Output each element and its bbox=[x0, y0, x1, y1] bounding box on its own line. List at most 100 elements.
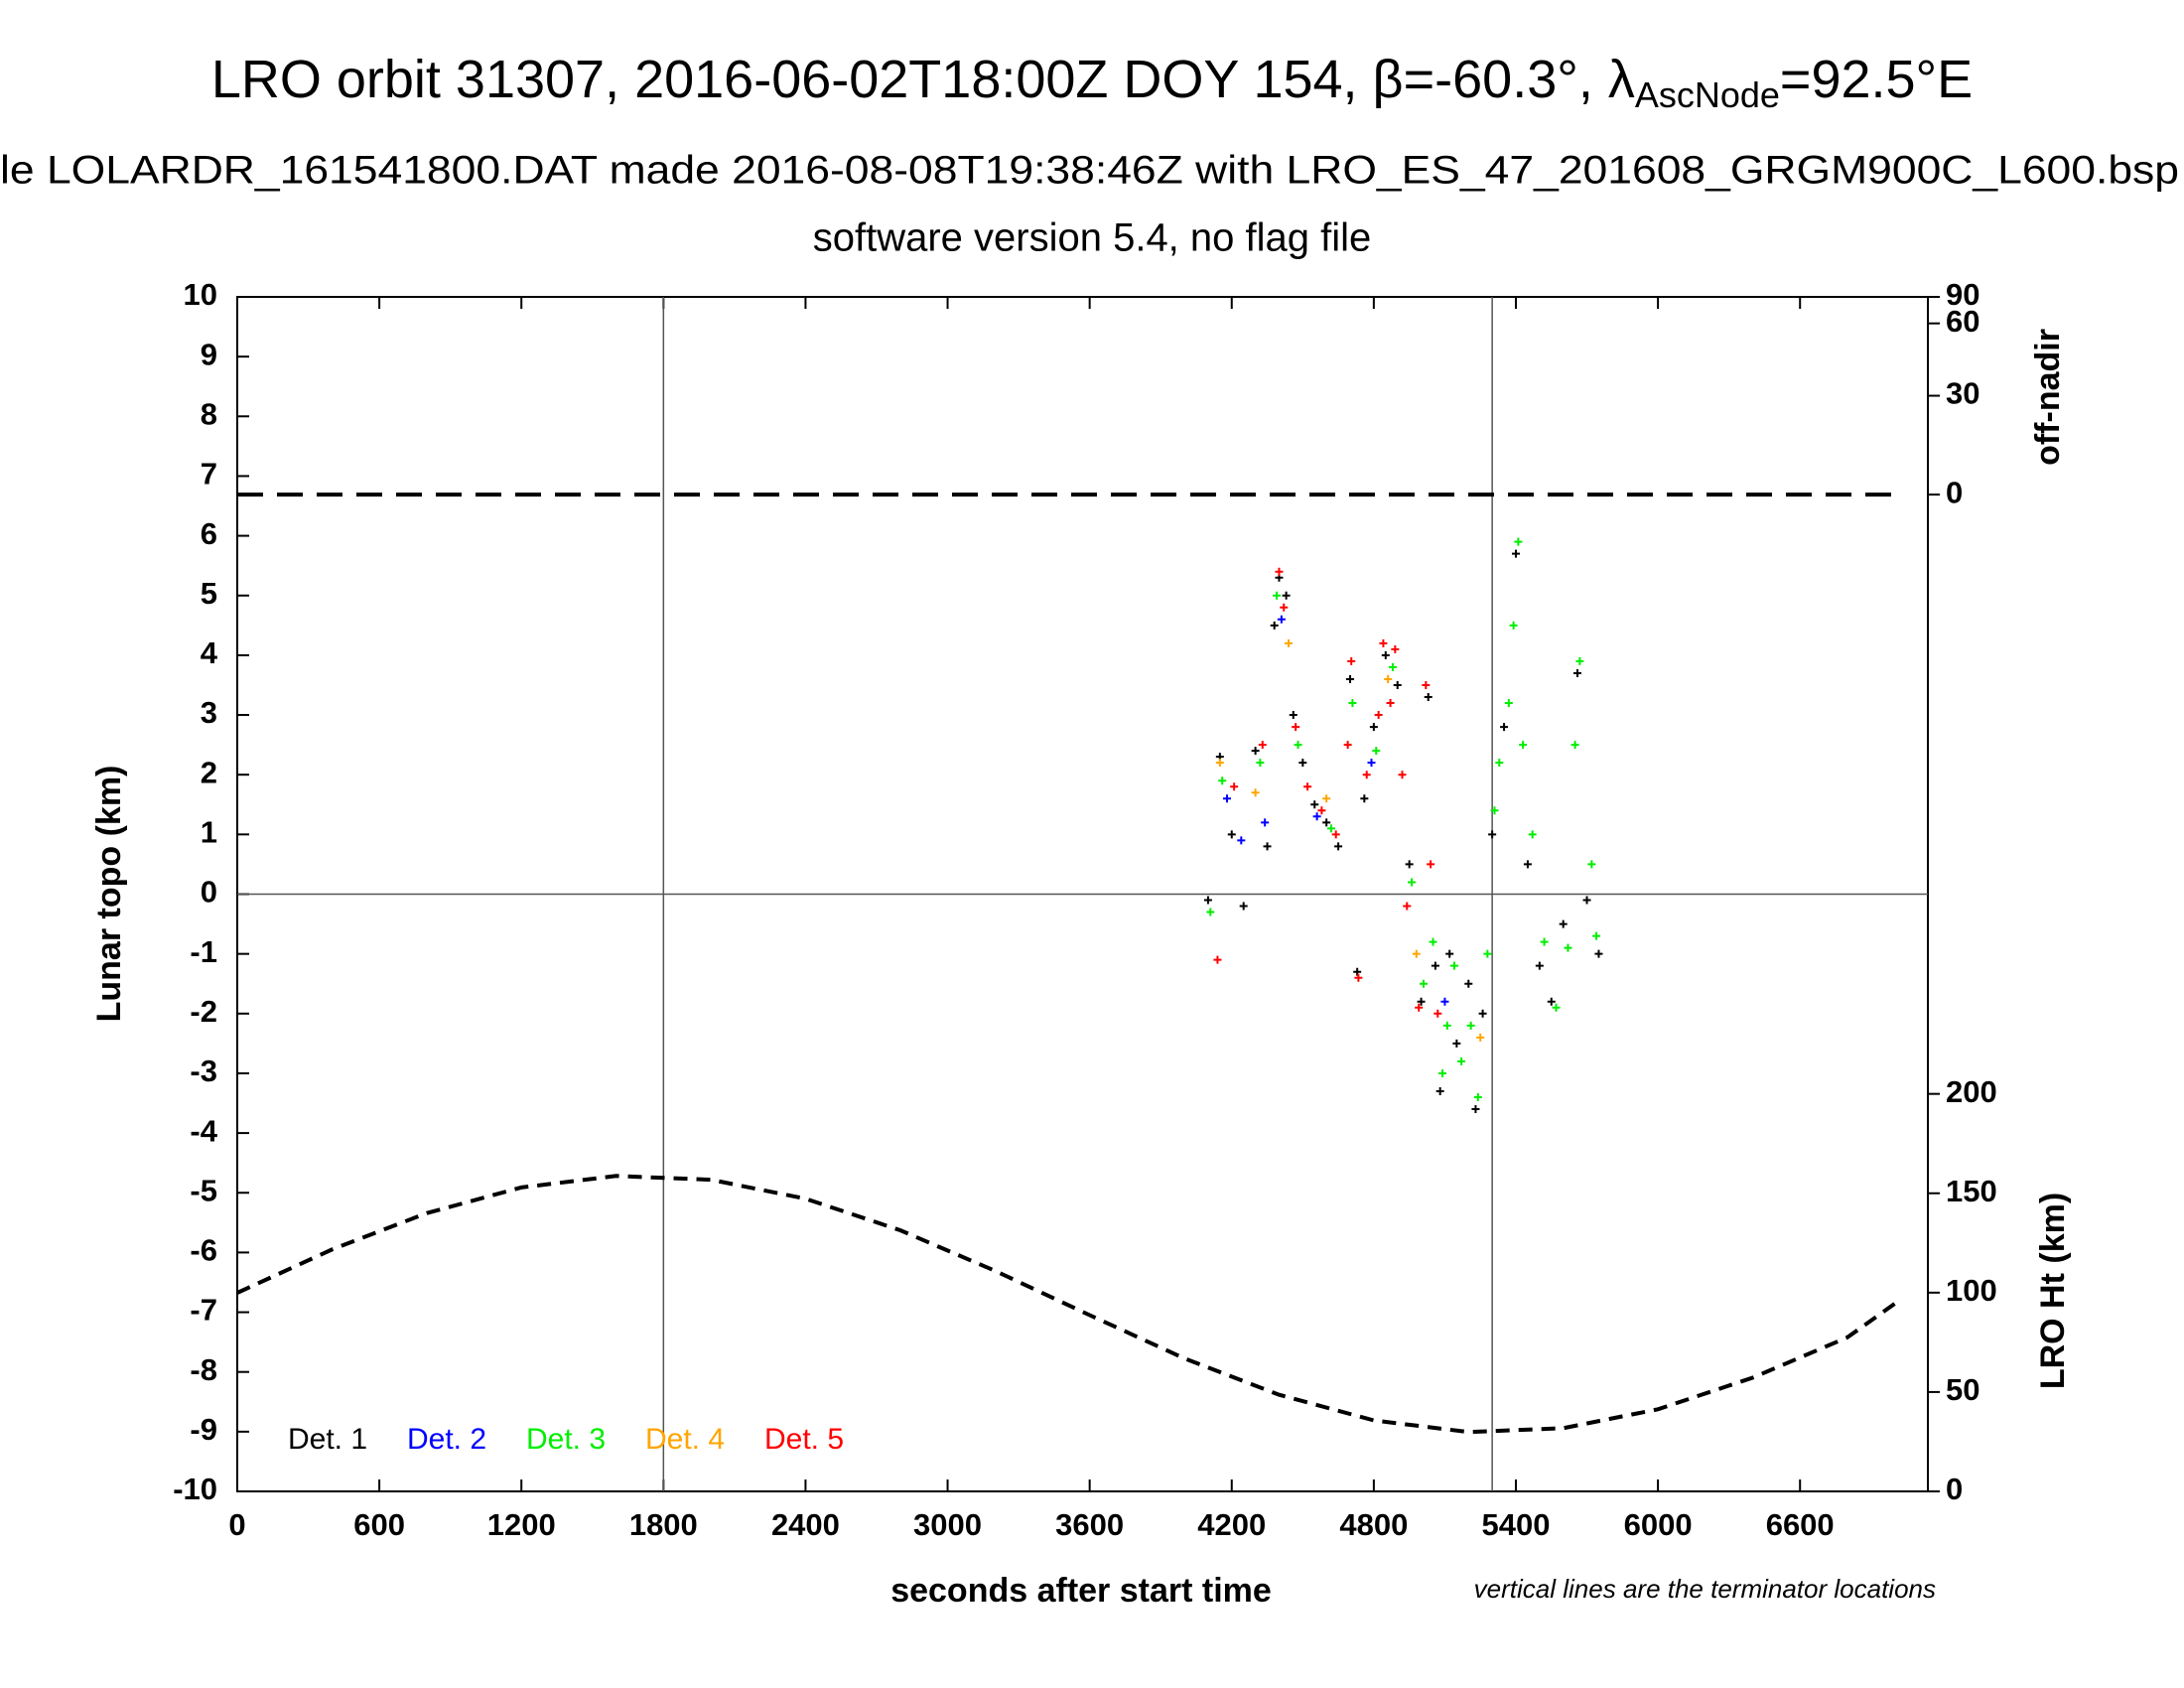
point bbox=[1535, 961, 1544, 970]
point bbox=[1346, 674, 1355, 683]
point bbox=[1237, 836, 1246, 845]
y3-tick-label: 90 bbox=[1946, 277, 1979, 312]
y-tick-label: -6 bbox=[190, 1233, 217, 1268]
point bbox=[1575, 656, 1584, 665]
point bbox=[1587, 860, 1596, 869]
point bbox=[1582, 896, 1591, 905]
point bbox=[1317, 806, 1326, 815]
x-tick-label: 2400 bbox=[771, 1507, 840, 1542]
point bbox=[1374, 711, 1383, 720]
point bbox=[1292, 723, 1300, 732]
point bbox=[1440, 997, 1449, 1006]
point bbox=[1206, 908, 1215, 916]
point bbox=[1312, 812, 1321, 821]
y3-tick-label: 0 bbox=[1946, 475, 1963, 509]
point bbox=[1476, 1033, 1485, 1042]
x-tick-label: 1200 bbox=[487, 1507, 556, 1542]
y-tick-label: -9 bbox=[190, 1412, 217, 1447]
point bbox=[1466, 1021, 1475, 1030]
point bbox=[1435, 1086, 1444, 1095]
point bbox=[1393, 680, 1402, 689]
point bbox=[1280, 603, 1289, 612]
point bbox=[1289, 711, 1297, 720]
y-tick-label: 10 bbox=[184, 277, 217, 312]
y-tick-label: -4 bbox=[190, 1113, 217, 1148]
y-tick-label: 1 bbox=[201, 815, 217, 850]
chart-title: LRO orbit 31307, 2016-06-02T18:00Z DOY 1… bbox=[211, 50, 1973, 114]
point bbox=[1258, 741, 1267, 750]
x-tick-label: 1800 bbox=[629, 1507, 698, 1542]
point bbox=[1251, 788, 1260, 797]
point bbox=[1464, 979, 1473, 988]
y-tick-label: 4 bbox=[201, 635, 218, 670]
y2-tick-label: 200 bbox=[1946, 1074, 1997, 1109]
point bbox=[1412, 949, 1421, 958]
y-tick-label: 7 bbox=[201, 457, 217, 492]
x-tick-label: 4200 bbox=[1197, 1507, 1266, 1542]
point bbox=[1483, 949, 1492, 958]
y-tick-label: -5 bbox=[190, 1173, 217, 1207]
point bbox=[1488, 830, 1497, 839]
point bbox=[1419, 979, 1428, 988]
x-axis-title: seconds after start time bbox=[890, 1572, 1272, 1610]
point bbox=[1403, 902, 1412, 911]
y-axis-title: Lunar topo (km) bbox=[90, 766, 128, 1023]
legend-entry: Det. 2 bbox=[407, 1423, 486, 1456]
point bbox=[1570, 741, 1579, 750]
point bbox=[1215, 759, 1224, 768]
point bbox=[1285, 638, 1294, 647]
point bbox=[1514, 537, 1523, 546]
y2-tick-label: 100 bbox=[1946, 1273, 1997, 1308]
point bbox=[1310, 800, 1319, 809]
point bbox=[1273, 591, 1282, 600]
point bbox=[1388, 662, 1397, 671]
point bbox=[1528, 830, 1537, 839]
point bbox=[1203, 896, 1212, 905]
point bbox=[1275, 567, 1284, 576]
point bbox=[1473, 1093, 1482, 1102]
point bbox=[1457, 1056, 1466, 1065]
point bbox=[1384, 674, 1393, 683]
y3-axis-title: off-nadir bbox=[2029, 329, 2067, 466]
title-part: =92.5°E bbox=[1780, 50, 1973, 109]
point bbox=[1564, 943, 1572, 952]
point bbox=[1379, 638, 1388, 647]
x-tick-label: 4800 bbox=[1339, 1507, 1408, 1542]
point bbox=[1369, 723, 1378, 732]
point bbox=[1427, 860, 1435, 869]
chart-subtitle: software version 5.4, no flag file bbox=[813, 216, 1372, 260]
legend-entry: Det. 5 bbox=[764, 1423, 844, 1456]
point bbox=[1509, 621, 1518, 630]
point bbox=[1511, 549, 1520, 558]
point bbox=[1261, 818, 1270, 827]
point bbox=[1592, 931, 1601, 940]
y-tick-label: 5 bbox=[201, 576, 217, 611]
point bbox=[1431, 961, 1439, 970]
x-tick-label: 6600 bbox=[1766, 1507, 1835, 1542]
point bbox=[1424, 693, 1433, 702]
point bbox=[1500, 723, 1509, 732]
point bbox=[1519, 741, 1528, 750]
y-tick-label: 2 bbox=[201, 755, 217, 789]
point bbox=[1343, 741, 1352, 750]
x-tick-label: 600 bbox=[353, 1507, 405, 1542]
y-tick-label: -8 bbox=[190, 1352, 217, 1387]
point bbox=[1360, 794, 1369, 803]
point bbox=[1353, 967, 1362, 976]
y-tick-label: -7 bbox=[190, 1293, 217, 1328]
y-tick-label: 3 bbox=[201, 695, 217, 730]
point bbox=[1495, 759, 1504, 768]
x-tick-label: 5400 bbox=[1481, 1507, 1550, 1542]
point bbox=[1386, 699, 1395, 708]
y-tick-label: 9 bbox=[201, 337, 217, 371]
y3-tick-label: 30 bbox=[1946, 376, 1979, 411]
point bbox=[1452, 1039, 1461, 1048]
point bbox=[1405, 860, 1414, 869]
point bbox=[1449, 961, 1458, 970]
y-tick-label: -1 bbox=[190, 934, 217, 969]
title-part: LRO orbit 31307, 2016-06-02T18:00Z DOY 1… bbox=[211, 50, 1635, 109]
point bbox=[1331, 830, 1340, 839]
point bbox=[1445, 949, 1454, 958]
point bbox=[1322, 818, 1331, 827]
